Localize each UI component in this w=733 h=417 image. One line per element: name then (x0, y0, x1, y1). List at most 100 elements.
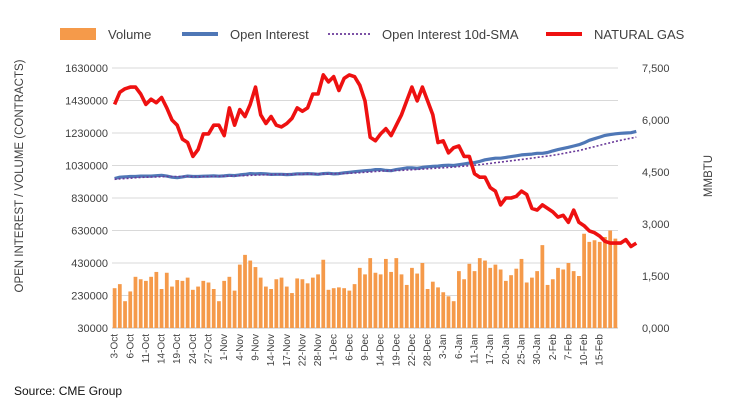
x-tick-label: 15-Feb (595, 334, 606, 366)
x-tick-label: 10-Feb (579, 334, 590, 366)
x-axis-ticks: 3-Oct 6-Oct 11-Oct 14-Oct 19-Oct 24-Oct 27-Oct… (110, 334, 606, 367)
volume-bar (493, 264, 498, 328)
volume-bar (326, 289, 331, 328)
volume-bar (503, 280, 508, 328)
volume-bar (587, 241, 592, 328)
right-tick-label: 7,500 (642, 63, 670, 75)
volume-bar (415, 273, 420, 328)
volume-bar (483, 260, 487, 328)
left-tick-label: 230000 (71, 291, 108, 303)
x-tick-label: 14-Nov (266, 334, 277, 366)
volume-bar (170, 286, 174, 328)
volume-bar (488, 267, 493, 328)
volume-bar (227, 276, 232, 328)
volume-bar (217, 301, 221, 328)
left-tick-label: 630000 (71, 226, 108, 238)
x-tick-label: 3-Jan (438, 334, 449, 359)
volume-bar (457, 271, 461, 328)
x-tick-label: 9-Nov (251, 334, 262, 361)
x-tick-label: 6-Oct (125, 334, 136, 359)
volume-bar (597, 241, 602, 328)
volume-bar (383, 258, 388, 328)
volume-bar (237, 264, 242, 328)
x-tick-label: 19-Oct (172, 334, 183, 364)
x-tick-label: 7-Feb (563, 334, 574, 361)
x-tick-label: 28-Nov (313, 334, 324, 366)
volume-bar (462, 279, 466, 328)
volume-bar (582, 233, 586, 328)
volume-bar (352, 284, 357, 328)
volume-bar (519, 258, 524, 328)
volume-bar (154, 271, 159, 328)
x-tick-label: 6-Dec (344, 334, 355, 361)
legend-open-interest-label: Open Interest (230, 27, 309, 42)
volume-bar (112, 288, 117, 328)
volume-bar (436, 287, 440, 328)
volume-bar (566, 263, 571, 328)
volume-bar (133, 276, 138, 328)
volume-bar (159, 289, 164, 328)
volume-bar (446, 296, 451, 328)
x-tick-label: 27-Oct (204, 334, 215, 364)
left-axis-title: OPEN INTEREST / VOLUME (CONTRACTS) (14, 59, 26, 292)
left-tick-label: 30000 (77, 323, 108, 335)
x-tick-label: 11-Jan (470, 334, 481, 364)
volume-bar (290, 293, 294, 328)
volume-bar (243, 254, 247, 328)
volume-bar (248, 260, 253, 328)
volume-bar (498, 269, 503, 328)
volume-bar (305, 283, 310, 328)
x-tick-label: 9-Dec (360, 334, 371, 361)
volume-bar (222, 280, 227, 328)
volume-bar (331, 288, 336, 328)
legend-sma-label: Open Interest 10d-SMA (382, 27, 519, 42)
volume-bar (441, 292, 446, 328)
right-tick-label: 6,000 (642, 115, 670, 127)
x-tick-label: 30-Jan (532, 334, 543, 365)
x-tick-label: 11-Oct (141, 334, 152, 363)
volume-bar (138, 279, 143, 328)
volume-bar (545, 284, 550, 328)
left-axis-ticks: 30000 230000 430000 630000 830000 1030000 1230… (65, 63, 108, 335)
left-tick-label: 1430000 (65, 96, 108, 108)
volume-bar (373, 272, 378, 328)
series-lines (112, 73, 638, 249)
x-tick-label: 17-Nov (282, 334, 293, 366)
left-tick-label: 430000 (71, 258, 108, 270)
x-tick-label: 28-Dec (423, 334, 434, 366)
volume-bars (112, 230, 618, 328)
volume-bar (164, 272, 169, 328)
volume-bar (472, 271, 477, 328)
volume-bar (258, 277, 263, 328)
volume-bar (378, 274, 383, 328)
volume-bar (284, 286, 289, 328)
x-tick-label: 22-Dec (407, 334, 418, 366)
x-tick-label: 1-Dec (329, 334, 340, 361)
legend: Volume Open Interest Open Interest 10d-S… (60, 27, 685, 42)
volume-bar (337, 287, 341, 328)
volume-bar (524, 282, 529, 328)
volume-bar (316, 274, 320, 328)
volume-bar (368, 258, 373, 328)
right-tick-label: 1,500 (642, 271, 670, 283)
x-tick-label: 6-Jan (454, 334, 465, 359)
x-tick-label: 14-Dec (376, 334, 387, 366)
open-interest-sma-line (114, 136, 637, 181)
volume-bar (190, 289, 195, 328)
volume-bar (404, 284, 409, 328)
volume-bar (279, 277, 284, 328)
source-note: Source: CME Group (14, 384, 123, 398)
volume-bar (389, 271, 393, 328)
x-tick-label: 3-Oct (110, 334, 121, 359)
volume-bar (535, 271, 540, 328)
volume-bar (347, 290, 352, 328)
volume-bar (196, 286, 200, 328)
volume-bar (420, 263, 425, 328)
right-tick-label: 0,000 (642, 323, 670, 335)
volume-bar (175, 280, 180, 328)
volume-bar (540, 245, 545, 328)
legend-volume-label: Volume (108, 27, 151, 42)
volume-bar (514, 268, 519, 328)
volume-bar (357, 267, 362, 328)
volume-bar (561, 269, 566, 328)
